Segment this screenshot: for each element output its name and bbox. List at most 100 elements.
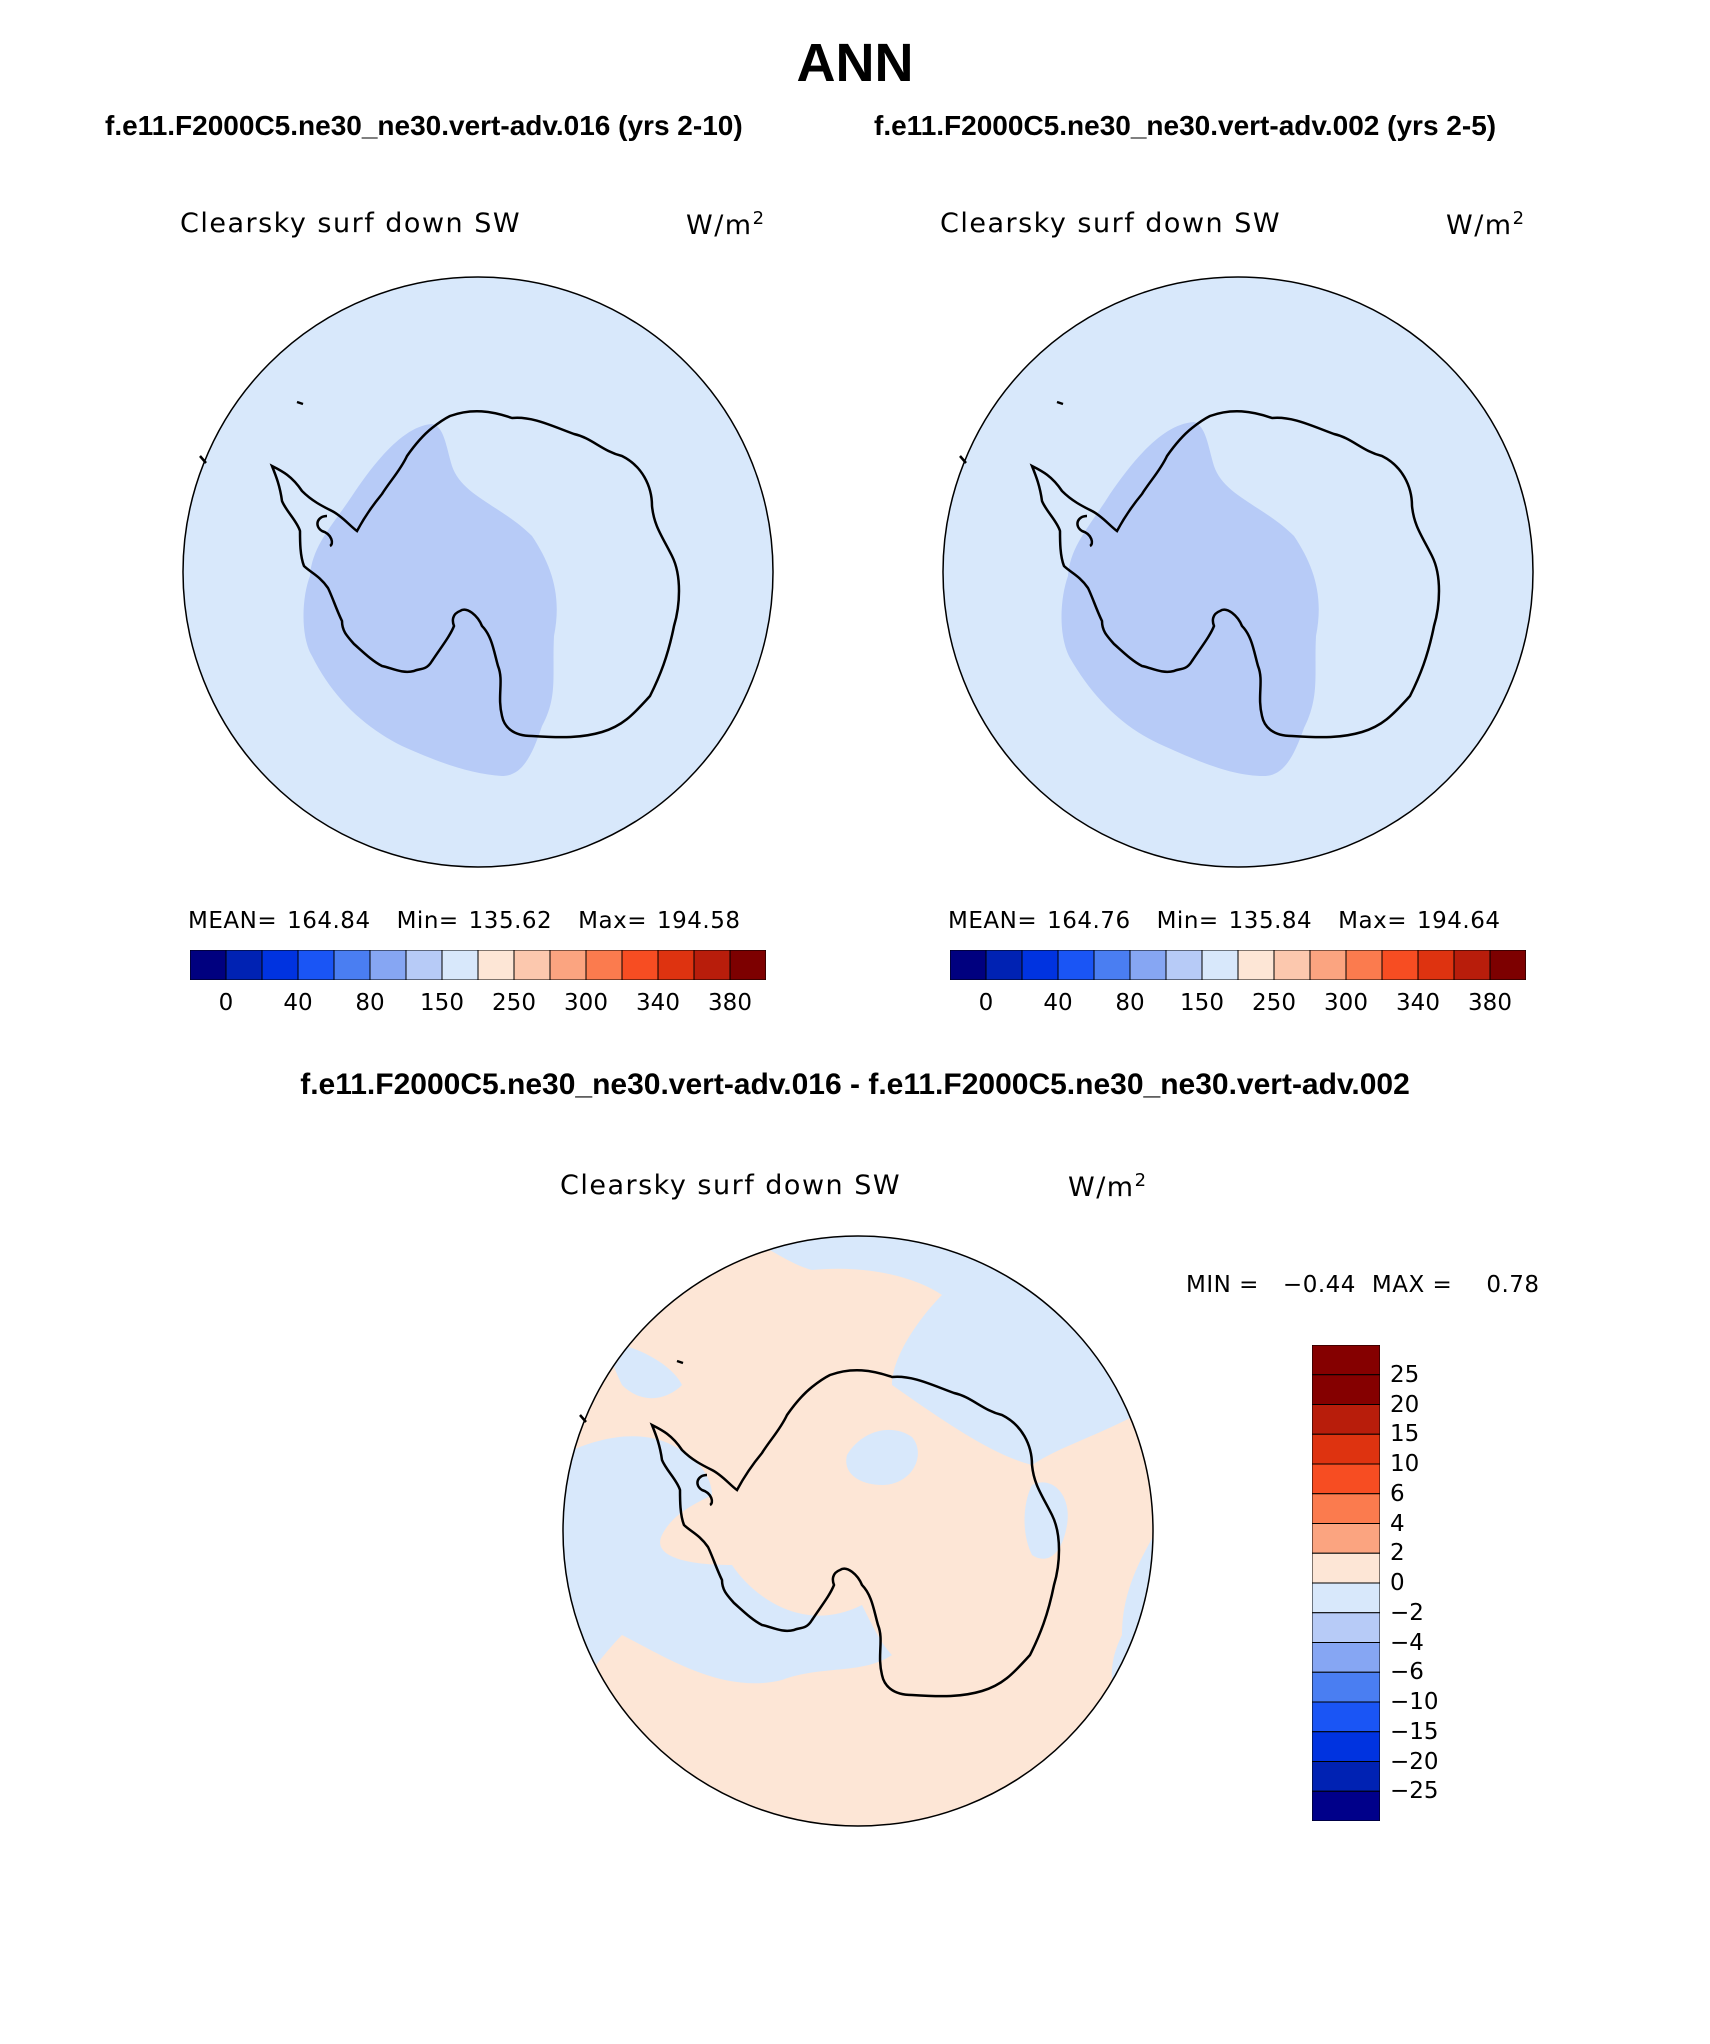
diff-colorbar-tick-label: −25 <box>1390 1778 1439 1805</box>
colorbar-box <box>985 950 1023 980</box>
panel2-max: Max= 194.64 <box>1338 908 1501 934</box>
panel2-island-1 <box>1056 400 1064 406</box>
panel1-stats: MEAN= 164.84 Min= 135.62 Max= 194.58 <box>188 908 766 934</box>
diff-colorbar-box <box>1312 1523 1380 1554</box>
colorbar-tick-label: 80 <box>355 990 385 1016</box>
diff-colorbar-box <box>1312 1404 1380 1435</box>
diff-antarctica-coastline <box>649 1368 1061 1698</box>
colorbar-box <box>729 950 766 980</box>
colorbar-box <box>225 950 263 980</box>
diff-colorbar-tick-label: 2 <box>1390 1540 1405 1567</box>
colorbar-box <box>1165 950 1203 980</box>
colorbar-box <box>405 950 443 980</box>
colorbar-tick-label: 250 <box>492 990 536 1016</box>
colorbar-box <box>297 950 335 980</box>
colorbar-box <box>657 950 695 980</box>
diff-colorbar-box <box>1312 1552 1380 1584</box>
colorbar-box <box>1057 950 1095 980</box>
diff-max-label: MAX = <box>1371 1272 1453 1298</box>
diff-colorbar-tick-label: −10 <box>1390 1689 1439 1715</box>
diff-map-boundary <box>562 1235 1154 1827</box>
panel2-mean: MEAN= 164.76 <box>948 908 1131 934</box>
panel1-antarctica-coastline <box>269 409 681 739</box>
diff-colorbar-box <box>1312 1761 1380 1792</box>
diff-colorbar-box <box>1312 1612 1380 1643</box>
colorbar-box <box>1093 950 1131 980</box>
colorbar-tick-label: 340 <box>636 990 680 1016</box>
diff-colorbar-box <box>1312 1642 1380 1673</box>
colorbar-box <box>190 950 227 980</box>
colorbar-box <box>549 950 587 980</box>
diff-colorbar <box>1312 1345 1380 1821</box>
panel2-map <box>942 276 1534 868</box>
panel1-min: Min= 135.62 <box>396 908 553 934</box>
colorbar-tick-label: 250 <box>1252 990 1296 1016</box>
diff-map <box>562 1235 1154 1827</box>
colorbar-tick-label: 80 <box>1115 990 1145 1016</box>
colorbar-box <box>950 950 987 980</box>
colorbar-box <box>1273 950 1311 980</box>
diff-colorbar-tick-label: 4 <box>1390 1510 1405 1537</box>
difference-title: f.e11.F2000C5.ne30_ne30.vert-adv.016 - f… <box>300 1068 1410 1101</box>
colorbar-box <box>1453 950 1491 980</box>
colorbar-box <box>1129 950 1167 980</box>
colorbar-box <box>513 950 551 980</box>
panel1-map <box>182 276 774 868</box>
diff-colorbar-ticks: 25 20 15 10 6 4 2 0 −2 −4 −6 −10 −15 −20 −25 <box>1390 1345 1470 1821</box>
colorbar-box <box>1021 950 1059 980</box>
diff-colorbar-tick-label: −6 <box>1390 1659 1424 1686</box>
diff-colorbar-box <box>1312 1433 1380 1465</box>
colorbar-box <box>693 950 731 980</box>
diff-colorbar-tick-label: −4 <box>1390 1629 1424 1656</box>
colorbar-box <box>1381 950 1419 980</box>
panel1-map-boundary <box>182 276 774 868</box>
diff-minmax: MIN = −0.44 MAX = 0.78 <box>1186 1272 1540 1298</box>
colorbar-tick-label: 40 <box>1043 990 1073 1016</box>
colorbar-tick-label: 300 <box>1324 990 1368 1016</box>
diff-colorbar-tick-label: 10 <box>1390 1451 1420 1477</box>
panel1-mean: MEAN= 164.84 <box>188 908 371 934</box>
panel1-variable-label: Clearsky surf down SW <box>180 208 522 239</box>
diff-colorbar-box <box>1312 1374 1380 1405</box>
colorbar-tick-label: 150 <box>420 990 464 1016</box>
panel2-colorbar <box>950 950 1526 980</box>
colorbar-tick-label: 150 <box>1180 990 1224 1016</box>
colorbar-box <box>1417 950 1455 980</box>
diff-colorbar-box <box>1312 1790 1380 1821</box>
colorbar-tick-label: 340 <box>1396 990 1440 1016</box>
panel1-max: Max= 194.58 <box>578 908 741 934</box>
panel1-units: W/m2 <box>686 208 766 241</box>
diff-peninsula-inlet <box>696 1473 714 1507</box>
colorbar-box <box>1237 950 1275 980</box>
case-title-left: f.e11.F2000C5.ne30_ne30.vert-adv.016 (yr… <box>105 110 743 141</box>
diff-variable-label: Clearsky surf down SW <box>560 1170 902 1201</box>
colorbar-tick-label: 380 <box>1468 990 1512 1016</box>
diff-colorbar-tick-label: 20 <box>1390 1391 1420 1418</box>
figure-title: ANN <box>796 33 914 93</box>
panel2-low-region <box>1061 422 1319 776</box>
colorbar-box <box>621 950 659 980</box>
case-title-right: f.e11.F2000C5.ne30_ne30.vert-adv.002 (yr… <box>874 110 1497 141</box>
panel1-peninsula-inlet <box>316 514 334 548</box>
colorbar-box <box>441 950 479 980</box>
panel2-variable-label: Clearsky surf down SW <box>940 208 1282 239</box>
diff-min-label: MIN = <box>1186 1272 1259 1298</box>
panel2-colorbar-ticks: 0 40 80 150 250 300 340 380 <box>950 990 1526 1024</box>
colorbar-tick-label: 300 <box>564 990 608 1016</box>
panel1-low-region <box>303 424 557 776</box>
diff-colorbar-box <box>1312 1582 1380 1614</box>
diff-colorbar-tick-label: 0 <box>1390 1570 1405 1596</box>
panel1-island-1 <box>296 400 304 406</box>
panel2-peninsula-inlet <box>1076 514 1094 548</box>
colorbar-box <box>585 950 623 980</box>
diff-colorbar-box <box>1312 1701 1380 1733</box>
colorbar-box <box>1489 950 1526 980</box>
diff-colorbar-box <box>1312 1731 1380 1762</box>
diff-min: −0.44 <box>1282 1272 1356 1298</box>
colorbar-tick-label: 0 <box>978 990 994 1016</box>
colorbar-box <box>369 950 407 980</box>
colorbar-box <box>477 950 515 980</box>
diff-colorbar-tick-label: 6 <box>1390 1480 1405 1507</box>
colorbar-tick-label: 0 <box>218 990 234 1016</box>
diff-colorbar-tick-label: 25 <box>1390 1361 1420 1388</box>
